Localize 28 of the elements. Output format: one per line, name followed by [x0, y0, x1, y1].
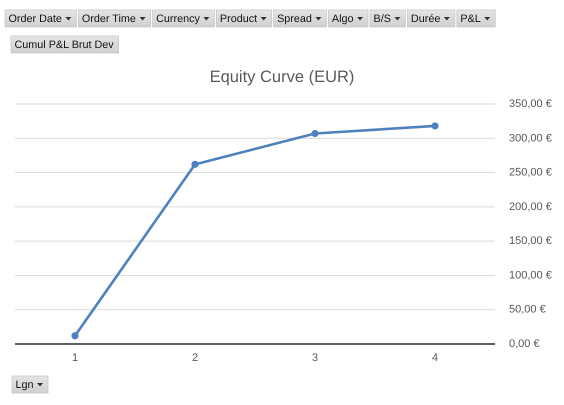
text: B/S — [374, 13, 391, 25]
y-tick-label: 250,00 € — [509, 166, 552, 179]
x-tick-label: 4 — [432, 352, 438, 364]
y-tick-label: 100,00 € — [509, 269, 552, 282]
point — [71, 332, 79, 340]
x-tick-label: 2 — [192, 352, 198, 364]
y-tick-label: 300,00 € — [509, 132, 552, 144]
text: Currency — [156, 13, 200, 25]
text: Algo — [332, 13, 354, 25]
y-tick-label: 0,00 € — [509, 338, 540, 350]
point — [311, 130, 319, 138]
x-tick-label: 1 — [72, 352, 78, 364]
x-tick-label: 3 — [312, 352, 318, 364]
text: Order Date — [8, 13, 62, 25]
text: P&L — [460, 13, 481, 25]
x-axis-title: Lgn — [16, 379, 34, 391]
text: Durée — [410, 13, 440, 25]
point — [191, 160, 199, 168]
y-tick-label: 50,00 € — [509, 304, 546, 316]
y-tick-label: 200,00 € — [509, 200, 552, 213]
text: Product — [220, 13, 258, 25]
y-tick-label: 350,00 € — [509, 98, 552, 110]
text: Order Time — [82, 13, 136, 25]
y-tick-label: 150,00 € — [509, 235, 552, 248]
y-axis-title: Cumul P&L Brut Dev — [14, 39, 114, 51]
text: Spread — [277, 13, 312, 25]
point — [431, 122, 439, 130]
chart-title: Equity Curve (EUR) — [210, 68, 354, 86]
